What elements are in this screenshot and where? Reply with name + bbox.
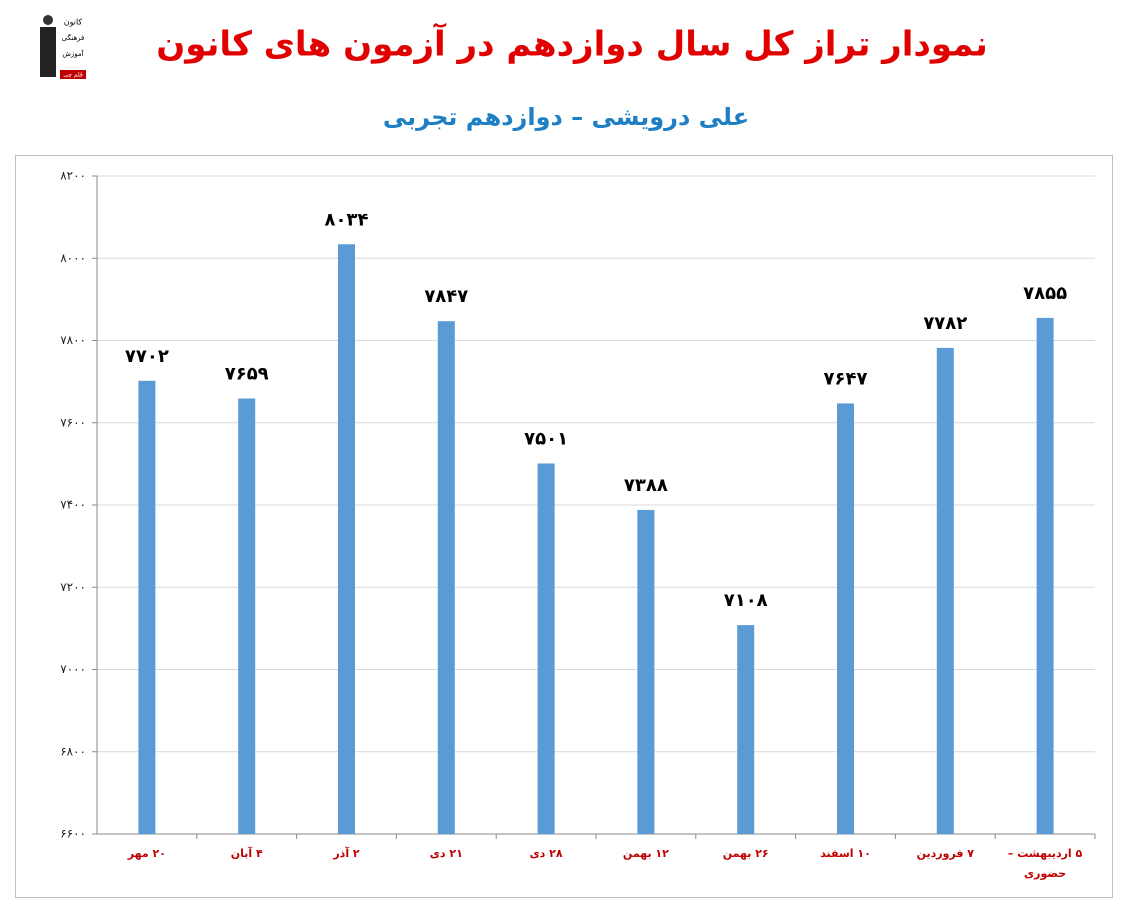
x-tick-label: ۴ آبان (230, 847, 263, 860)
logo-text: قلم چی (63, 72, 83, 79)
value-label: ۷۳۸۸ (624, 475, 668, 496)
bar (238, 398, 256, 834)
bar (936, 347, 954, 834)
y-tick-label: ۶۶۰۰ (60, 827, 86, 841)
value-label: ۷۶۴۷ (824, 368, 868, 389)
value-label: ۷۱۰۸ (724, 590, 768, 611)
logo-figure (40, 27, 56, 77)
logo-badge (60, 70, 86, 79)
x-tick-label: ۲۰ مهر (127, 847, 166, 860)
y-tick-label: ۸۰۰۰ (60, 251, 86, 265)
bar (338, 244, 355, 834)
chart-frame (15, 155, 1113, 898)
value-label: ۷۵۰۱ (524, 428, 568, 449)
y-tick-label: ۸۲۰۰ (60, 169, 86, 183)
value-label: ۷۷۰۲ (125, 346, 169, 367)
x-tick-label: ۲۶ بهمن (722, 847, 769, 860)
x-tick-label: ۲۱ دی (429, 847, 463, 860)
value-label: ۷۶۵۹ (225, 363, 269, 384)
logo-text: فرهنگی (62, 33, 85, 42)
bar (637, 509, 655, 834)
y-tick-label: ۷۴۰۰ (60, 498, 86, 512)
logo-text: آموزش (62, 49, 84, 58)
x-tick-label: ۱۰ اسفند (820, 847, 871, 860)
bar (737, 625, 755, 834)
y-tick-label: ۶۸۰۰ (60, 744, 86, 758)
x-tick-label: ۲ آذر (333, 847, 360, 860)
bar (837, 403, 854, 834)
chart-title: نمودار تراز کل سال دوازدهم در آزمون های … (156, 23, 988, 65)
value-label: ۷۸۴۷ (424, 286, 468, 307)
y-tick-label: ۷۲۰۰ (60, 580, 86, 594)
y-tick-label: ۷۰۰۰ (60, 662, 86, 676)
value-label: ۷۸۵۵ (1023, 283, 1067, 304)
bar (437, 321, 455, 834)
x-tick-label: ۷ فروردین (916, 847, 975, 860)
logo: کانون فرهنگی آموزش قلم چی (38, 10, 88, 80)
chart-subtitle: علی درویشی – دوازدهم تجربی (383, 103, 749, 131)
x-tick-label: ۲۸ دی (529, 847, 563, 860)
logo-text: کانون (64, 18, 83, 27)
bar (537, 463, 555, 834)
y-tick-label: ۷۶۰۰ (60, 415, 86, 429)
x-tick-label: ۱۲ بهمن (622, 847, 669, 860)
bar (138, 380, 156, 834)
logo-head (43, 15, 53, 25)
bar (1036, 317, 1054, 835)
value-label: ۸۰۳۴ (325, 209, 369, 230)
x-tick-label: ۵ اردیبهشت – حضوری (1007, 847, 1083, 880)
y-tick-label: ۷۸۰۰ (60, 333, 86, 347)
value-label: ۷۷۸۲ (923, 313, 967, 334)
